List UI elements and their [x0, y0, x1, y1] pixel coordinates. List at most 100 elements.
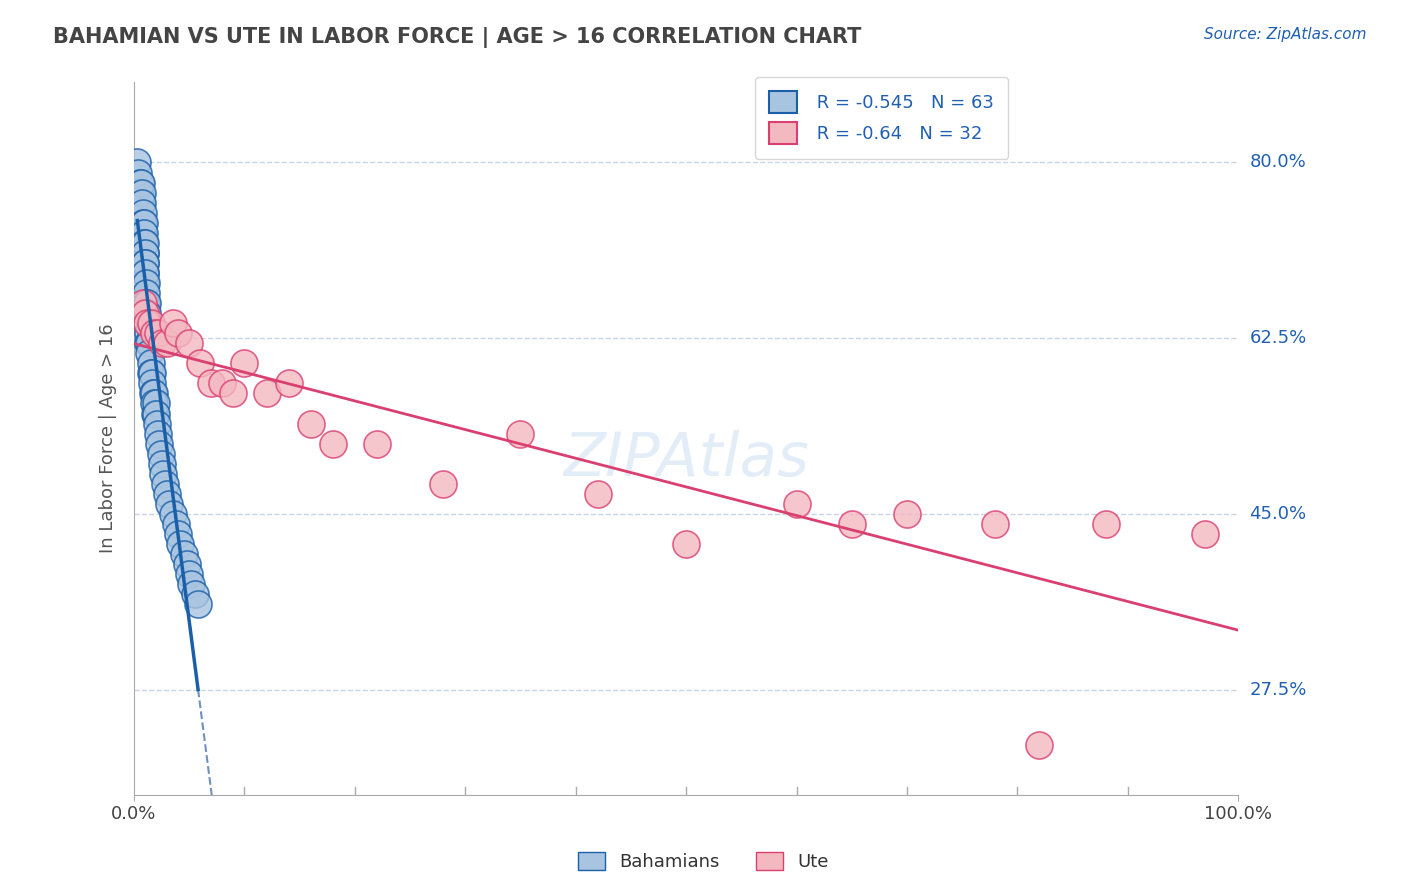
- Point: [141, 367, 163, 381]
- Point: [142, 396, 165, 410]
- Point: [1194, 527, 1216, 541]
- Point: [131, 186, 153, 200]
- Legend:  R = -0.545   N = 63,  R = -0.64   N = 32: R = -0.545 N = 63, R = -0.64 N = 32: [755, 77, 1008, 159]
- Point: [299, 417, 322, 431]
- Point: [152, 467, 174, 481]
- Point: [136, 316, 159, 330]
- Point: [134, 245, 156, 260]
- Point: [145, 407, 167, 421]
- Point: [432, 476, 454, 491]
- Point: [841, 516, 863, 531]
- Point: [222, 386, 245, 401]
- Point: [138, 346, 160, 360]
- Point: [1028, 738, 1050, 752]
- Point: [156, 336, 179, 351]
- Text: 27.5%: 27.5%: [1250, 681, 1306, 698]
- Point: [786, 497, 808, 511]
- Point: [179, 336, 201, 351]
- Point: [136, 306, 159, 320]
- Point: [322, 436, 344, 450]
- Point: [256, 386, 278, 401]
- Point: [132, 235, 155, 250]
- Point: [134, 256, 156, 270]
- Text: 62.5%: 62.5%: [1250, 329, 1306, 347]
- Point: [200, 376, 222, 391]
- Point: [132, 205, 155, 219]
- Point: [136, 296, 159, 310]
- Text: 45.0%: 45.0%: [1250, 505, 1306, 523]
- Point: [148, 436, 170, 450]
- Point: [141, 376, 163, 391]
- Point: [132, 216, 155, 230]
- Text: Source: ZipAtlas.com: Source: ZipAtlas.com: [1204, 27, 1367, 42]
- Point: [142, 386, 165, 401]
- Point: [169, 537, 191, 551]
- Point: [134, 306, 156, 320]
- Point: [146, 417, 169, 431]
- Point: [134, 245, 156, 260]
- Point: [134, 266, 156, 280]
- Point: [127, 155, 149, 169]
- Point: [675, 537, 697, 551]
- Point: [148, 326, 170, 341]
- Point: [134, 276, 156, 290]
- Point: [148, 426, 170, 441]
- Point: [149, 447, 172, 461]
- Point: [145, 396, 167, 410]
- Point: [984, 516, 1007, 531]
- Point: [142, 386, 165, 401]
- Point: [162, 316, 184, 330]
- Point: [157, 497, 180, 511]
- Point: [366, 436, 388, 450]
- Point: [509, 426, 531, 441]
- Point: [586, 487, 609, 501]
- Point: [129, 195, 152, 210]
- Point: [165, 516, 187, 531]
- Point: [131, 195, 153, 210]
- Point: [277, 376, 299, 391]
- Point: [139, 356, 162, 370]
- Point: [233, 356, 256, 370]
- Point: [162, 507, 184, 521]
- Point: [156, 487, 179, 501]
- Point: [188, 356, 211, 370]
- Point: [1094, 516, 1116, 531]
- Point: [132, 235, 155, 250]
- Text: ZIPAtlas: ZIPAtlas: [562, 431, 808, 490]
- Text: BAHAMIAN VS UTE IN LABOR FORCE | AGE > 16 CORRELATION CHART: BAHAMIAN VS UTE IN LABOR FORCE | AGE > 1…: [53, 27, 862, 48]
- Point: [132, 216, 155, 230]
- Y-axis label: In Labor Force | Age > 16: In Labor Force | Age > 16: [100, 324, 117, 553]
- Point: [896, 507, 918, 521]
- Point: [150, 457, 173, 471]
- Point: [143, 407, 166, 421]
- Point: [167, 527, 190, 541]
- Point: [132, 296, 155, 310]
- Legend: Bahamians, Ute: Bahamians, Ute: [571, 845, 835, 879]
- Point: [134, 235, 156, 250]
- Point: [128, 186, 150, 200]
- Point: [139, 316, 162, 330]
- Point: [135, 306, 157, 320]
- Point: [135, 276, 157, 290]
- Point: [211, 376, 233, 391]
- Point: [138, 336, 160, 351]
- Point: [135, 285, 157, 300]
- Point: [142, 326, 165, 341]
- Point: [179, 567, 201, 582]
- Point: [129, 176, 152, 190]
- Point: [187, 597, 209, 611]
- Point: [139, 367, 162, 381]
- Point: [132, 226, 155, 240]
- Point: [136, 316, 159, 330]
- Point: [127, 165, 149, 179]
- Point: [184, 587, 207, 601]
- Point: [128, 176, 150, 190]
- Point: [134, 266, 156, 280]
- Point: [167, 326, 190, 341]
- Point: [176, 557, 198, 571]
- Point: [138, 336, 160, 351]
- Text: 80.0%: 80.0%: [1250, 153, 1306, 171]
- Point: [150, 336, 173, 351]
- Point: [135, 296, 157, 310]
- Point: [134, 256, 156, 270]
